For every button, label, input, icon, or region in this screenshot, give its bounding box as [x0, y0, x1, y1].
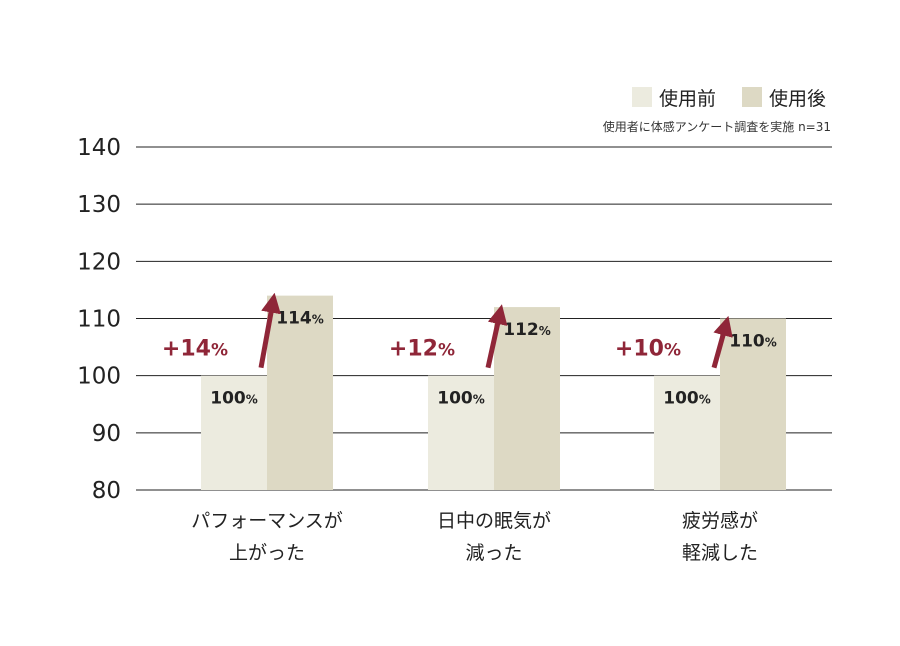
value-unit-after-2: % — [765, 336, 777, 350]
y-tick-label-130: 130 — [77, 192, 121, 218]
bar-before-1 — [428, 375, 494, 490]
y-tick-label-110: 110 — [77, 307, 121, 333]
y-tick-label-120: 120 — [77, 249, 121, 275]
bar-before-2 — [654, 375, 720, 490]
bar-after-0 — [267, 295, 333, 490]
bar-after-2 — [720, 318, 786, 490]
category-label-1-line-0: 日中の眠気が — [437, 510, 551, 532]
bar-before-0 — [201, 375, 267, 490]
increase-arrow-0 — [258, 292, 281, 369]
value-label-after-1: 112% — [503, 320, 551, 340]
category-label-0-line-1: 上がった — [229, 542, 305, 564]
y-tick-label-90: 90 — [92, 421, 121, 447]
bar-after-1 — [494, 307, 560, 490]
difference-unit-0: % — [211, 341, 228, 361]
legend-label-before: 使用前 — [659, 88, 716, 110]
bar-layer — [201, 295, 786, 490]
value-unit-before-2: % — [699, 393, 711, 407]
category-label-0-line-0: パフォーマンスが — [191, 510, 343, 532]
value-unit-after-1: % — [539, 324, 551, 338]
value-label-after-2: 110% — [729, 332, 777, 352]
difference-unit-1: % — [438, 341, 455, 361]
difference-label-0: +14% — [162, 337, 228, 362]
legend-label-after: 使用後 — [769, 88, 826, 110]
difference-label-1: +12% — [389, 337, 455, 362]
survey-note: 使用者に体感アンケート調査を実施 n=31 — [603, 119, 831, 134]
legend-swatch-before — [632, 87, 652, 107]
value-unit-before-1: % — [473, 393, 485, 407]
y-tick-label-80: 80 — [92, 478, 121, 504]
value-label-before-1: 100% — [437, 389, 485, 409]
category-label-2-line-0: 疲労感が — [682, 510, 758, 532]
increase-arrow-2 — [711, 315, 733, 369]
category-label-1-line-1: 減った — [465, 542, 522, 564]
difference-unit-2: % — [664, 341, 681, 361]
difference-label-2: +10% — [615, 337, 681, 362]
category-label-2-line-1: 軽減した — [682, 542, 758, 564]
legend: 使用前 使用後 — [632, 87, 826, 110]
legend-swatch-after — [742, 87, 762, 107]
y-tick-label-140: 140 — [77, 135, 121, 161]
value-unit-before-0: % — [246, 393, 258, 407]
value-label-before-0: 100% — [210, 389, 258, 409]
value-unit-after-0: % — [312, 313, 324, 327]
y-tick-label-100: 100 — [77, 364, 121, 390]
increase-arrow-1 — [485, 304, 508, 369]
value-label-before-2: 100% — [663, 389, 711, 409]
value-label-after-0: 114% — [276, 309, 324, 329]
